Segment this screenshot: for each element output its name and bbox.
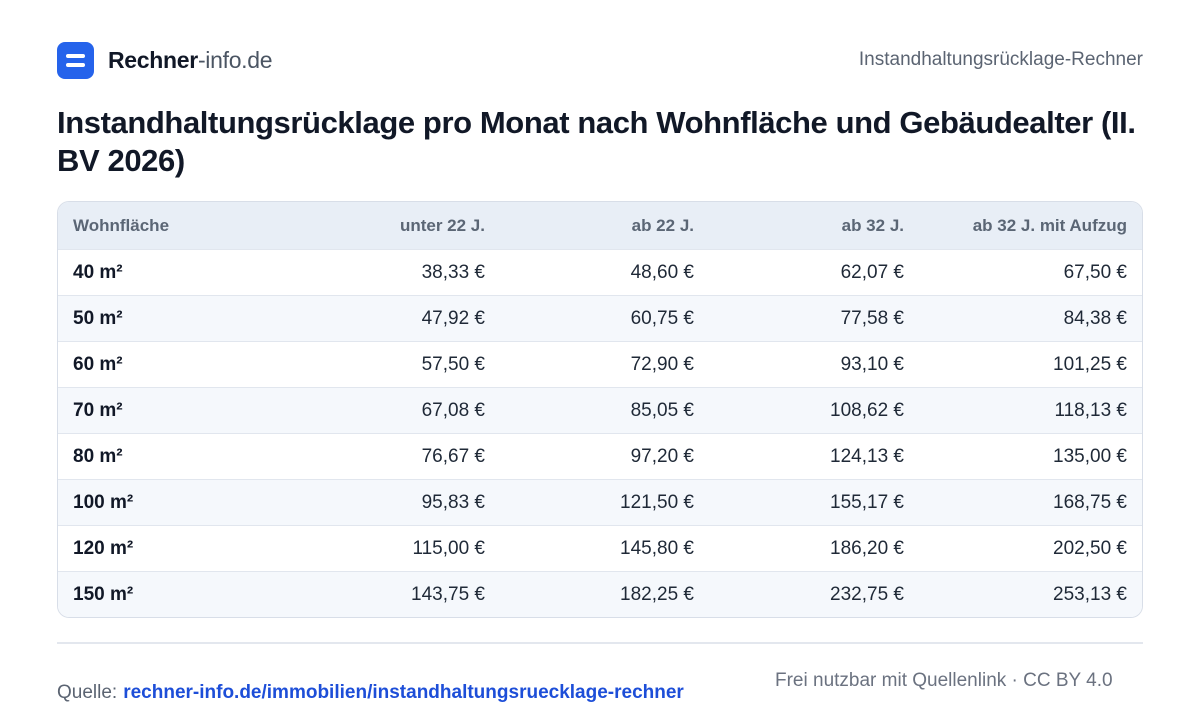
value-cell: 182,25 € xyxy=(500,571,709,617)
value-cell: 253,13 € xyxy=(919,571,1142,617)
brand-name-bold: Rechner xyxy=(108,46,198,73)
value-cell: 124,13 € xyxy=(709,433,919,480)
table-row: 50 m² 47,92 €60,75 €77,58 €84,38 € xyxy=(58,295,1142,342)
brand-name: Rechner-info.de xyxy=(108,46,273,74)
column-header: ab 32 J. xyxy=(709,202,919,250)
license-text: Frei nutzbar mit Quellenlink · CC BY 4.0 xyxy=(775,670,1113,691)
source-line: Quelle: rechner-info.de/immobilien/instan… xyxy=(57,682,684,704)
value-cell: 67,50 € xyxy=(919,249,1142,296)
table-row: 80 m² 76,67 €97,20 €124,13 €135,00 € xyxy=(58,433,1142,480)
value-cell: 202,50 € xyxy=(919,525,1142,572)
logo-icon xyxy=(57,41,94,79)
value-cell: 62,07 € xyxy=(709,249,919,296)
value-cell: 93,10 € xyxy=(709,341,919,388)
value-cell: 72,90 € xyxy=(500,341,709,388)
value-cell: 76,67 € xyxy=(278,433,500,480)
value-cell: 48,60 € xyxy=(500,249,709,296)
table-row: 60 m² 57,50 €72,90 €93,10 €101,25 € xyxy=(58,341,1142,388)
value-cell: 60,75 € xyxy=(500,295,709,342)
value-cell: 143,75 € xyxy=(278,571,500,617)
data-table-container: Wohnfläche unter 22 J. ab 22 J. ab 32 J. ab … xyxy=(57,201,1143,618)
value-cell: 47,92 € xyxy=(278,295,500,342)
row-label-cell: 80 m² xyxy=(58,433,278,480)
source-link[interactable]: rechner-info.de/immobilien/instandhaltun… xyxy=(123,682,684,703)
value-cell: 85,05 € xyxy=(500,387,709,434)
source-label: Quelle: xyxy=(57,682,118,703)
value-cell: 97,20 € xyxy=(500,433,709,480)
value-cell: 121,50 € xyxy=(500,479,709,526)
footer-divider xyxy=(57,642,1143,644)
row-label-cell: 40 m² xyxy=(58,249,278,296)
header-page-label: Instandhaltungsrücklage-Rechner xyxy=(858,49,1143,70)
column-header: unter 22 J. xyxy=(278,202,500,250)
value-cell: 57,50 € xyxy=(278,341,500,388)
row-label-cell: 70 m² xyxy=(58,387,278,434)
row-label-cell: 100 m² xyxy=(58,479,278,526)
page-title: Instandhaltungsrücklage pro Monat nach W… xyxy=(57,105,1136,178)
value-cell: 115,00 € xyxy=(278,525,500,572)
value-cell: 84,38 € xyxy=(919,295,1142,342)
table-row: 40 m² 38,33 €48,60 €62,07 €67,50 € xyxy=(58,249,1142,296)
reserve-table: Wohnfläche unter 22 J. ab 22 J. ab 32 J. ab … xyxy=(58,202,1142,617)
value-cell: 168,75 € xyxy=(919,479,1142,526)
value-cell: 77,58 € xyxy=(709,295,919,342)
brand-name-light: -info.de xyxy=(197,46,273,73)
value-cell: 101,25 € xyxy=(919,341,1142,388)
value-cell: 108,62 € xyxy=(709,387,919,434)
value-cell: 95,83 € xyxy=(278,479,500,526)
site-header: Rechner-info.de Instandhaltungsrücklage-… xyxy=(57,40,1143,80)
column-header: ab 22 J. xyxy=(500,202,709,250)
table-row: 70 m² 67,08 €85,05 €108,62 €118,13 € xyxy=(58,387,1142,434)
table-body: 40 m² 38,33 €48,60 €62,07 €67,50 €50 m² 47… xyxy=(58,249,1142,617)
table-header-row: Wohnfläche unter 22 J. ab 22 J. ab 32 J. ab … xyxy=(58,202,1142,250)
value-cell: 118,13 € xyxy=(919,387,1142,434)
value-cell: 155,17 € xyxy=(709,479,919,526)
value-cell: 38,33 € xyxy=(278,249,500,296)
table-row: 100 m² 95,83 €121,50 €155,17 €168,75 € xyxy=(58,479,1142,526)
value-cell: 67,08 € xyxy=(278,387,500,434)
brand-logo-link[interactable]: Rechner-info.de xyxy=(57,41,273,79)
row-label-cell: 50 m² xyxy=(58,295,278,342)
row-label-cell: 60 m² xyxy=(58,341,278,388)
table-row: 120 m² 115,00 €145,80 €186,20 €202,50 € xyxy=(58,525,1142,572)
value-cell: 135,00 € xyxy=(919,433,1142,480)
column-header-wohnflaeche: Wohnfläche xyxy=(58,202,278,250)
column-header: ab 32 J. mit Aufzug xyxy=(919,202,1142,250)
table-row: 150 m² 143,75 €182,25 €232,75 €253,13 € xyxy=(58,571,1142,617)
value-cell: 186,20 € xyxy=(709,525,919,572)
footer: Quelle: rechner-info.de/immobilien/instan… xyxy=(57,668,1143,724)
row-label-cell: 120 m² xyxy=(58,525,278,572)
value-cell: 232,75 € xyxy=(709,571,919,617)
row-label-cell: 150 m² xyxy=(58,571,278,617)
value-cell: 145,80 € xyxy=(500,525,709,572)
